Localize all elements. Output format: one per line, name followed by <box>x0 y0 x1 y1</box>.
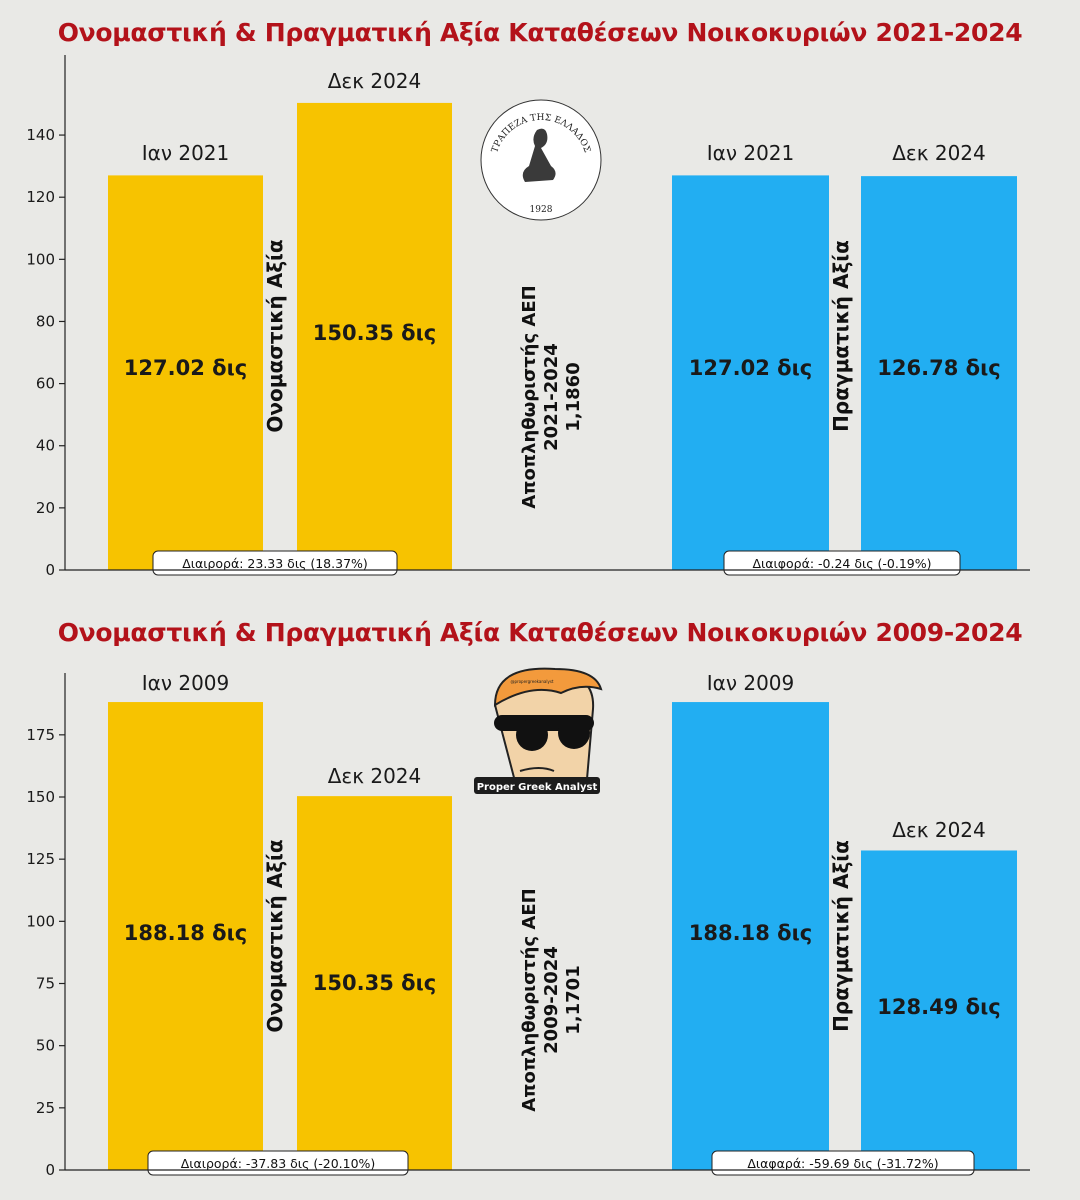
deflator-line: 2009-2024 <box>541 946 562 1054</box>
difference-box <box>723 550 961 576</box>
analyst-name-plate <box>474 777 600 794</box>
analyst-mouth-icon <box>519 767 555 772</box>
y-tick-label: 40 <box>36 437 55 455</box>
bar-nominal-start <box>108 175 263 570</box>
bar-real-end <box>861 176 1017 571</box>
difference-box <box>711 1150 975 1176</box>
y-tick-label: 20 <box>36 499 55 517</box>
value-label: 150.35 δις <box>313 321 436 345</box>
category-label: Δεκ 2024 <box>892 141 986 165</box>
deflator-line: Αποπληθωριστής ΑΕΠ <box>519 285 540 508</box>
value-label: 127.02 δις <box>124 356 247 380</box>
y-tick-label: 0 <box>45 561 55 579</box>
y-tick-label: 75 <box>36 975 55 993</box>
difference-label: Διαιφορά: -0.24 δις (-0.19%) <box>753 556 932 571</box>
y-tick-label: 175 <box>26 726 55 744</box>
y-tick-label: 100 <box>26 912 55 930</box>
value-label: 188.18 δις <box>124 921 247 945</box>
series-label-nominal: Ονομαστική Αξία <box>263 839 287 1032</box>
difference-label: Διαφαρά: -59.69 δις (-31.72%) <box>747 1156 938 1171</box>
series-label-real: Πραγματική Αξία <box>829 840 853 1032</box>
chart-title-2021-2024: Ονομαστική & Πραγματική Αξία Καταθέσεων … <box>57 18 1023 47</box>
y-tick-label: 60 <box>36 375 55 393</box>
bar-nominal-end <box>297 102 452 571</box>
difference-box <box>147 1150 409 1176</box>
category-label: Ιαν 2009 <box>707 671 795 695</box>
series-label-real: Πραγματική Αξία <box>829 240 853 432</box>
value-label: 128.49 δις <box>877 995 1000 1019</box>
deflator-annotation: Αποπληθωριστής ΑΕΠ 2009-2024 1,1701 <box>519 888 584 1111</box>
deflator-line: 1,1860 <box>563 362 584 431</box>
deflator-line: 1,1701 <box>563 965 584 1034</box>
analyst-hair-icon <box>493 667 603 707</box>
category-label: Ιαν 2021 <box>707 141 795 165</box>
bar-real-end <box>861 850 1017 1170</box>
y-tick-label: 50 <box>36 1037 55 1055</box>
value-label: 188.18 δις <box>689 921 812 945</box>
bar-real-start <box>672 175 829 570</box>
sunglasses-lens-left <box>516 719 548 751</box>
deflator-annotation: Αποπληθωριστής ΑΕΠ 2021-2024 1,1860 <box>519 285 584 508</box>
y-tick-label: 120 <box>26 188 55 206</box>
analyst-tag: @propergreekanalyst <box>511 679 554 684</box>
y-tick-label: 125 <box>26 850 55 868</box>
value-label: 127.02 δις <box>689 356 812 380</box>
category-label: Δεκ 2024 <box>892 818 986 842</box>
bar-nominal-start <box>108 702 263 1170</box>
y-tick-label: 140 <box>26 126 55 144</box>
chart-2021-2024: Ιαν 2021 127.02 δις Δεκ 2024 150.35 δις Ονομ… <box>26 55 1030 579</box>
y-tick-label: 25 <box>36 1099 55 1117</box>
bar-nominal-end <box>297 796 452 1170</box>
category-label: Δεκ 2024 <box>328 764 422 788</box>
bar-real-start <box>672 702 829 1170</box>
y-tick-label: 80 <box>36 312 55 330</box>
deflator-line: 2021-2024 <box>541 343 562 451</box>
chart-title-2009-2024: Ονομαστική & Πραγματική Αξία Καταθέσεων … <box>57 618 1023 647</box>
analyst-name: Proper Greek Analyst <box>477 782 598 793</box>
difference-label: Διαιρορά: 23.33 δις (18.37%) <box>182 556 368 571</box>
difference-box <box>152 550 398 576</box>
value-label: 150.35 δις <box>313 971 436 995</box>
category-label: Ιαν 2009 <box>142 671 230 695</box>
seal-year: 1928 <box>530 205 553 215</box>
value-label: 126.78 δις <box>877 356 1000 380</box>
difference-label: Διαιρορά: -37.83 δις (-20.10%) <box>181 1156 376 1171</box>
athena-figure-icon <box>522 128 556 182</box>
y-tick-label: 100 <box>26 250 55 268</box>
category-label: Δεκ 2024 <box>328 69 422 93</box>
category-label: Ιαν 2021 <box>142 141 230 165</box>
sunglasses-lens-right <box>558 717 590 749</box>
y-tick-label: 0 <box>45 1161 55 1179</box>
deflator-line: Αποπληθωριστής ΑΕΠ <box>519 888 540 1111</box>
series-label-nominal: Ονομαστική Αξία <box>263 239 287 432</box>
y-tick-label: 150 <box>26 788 55 806</box>
